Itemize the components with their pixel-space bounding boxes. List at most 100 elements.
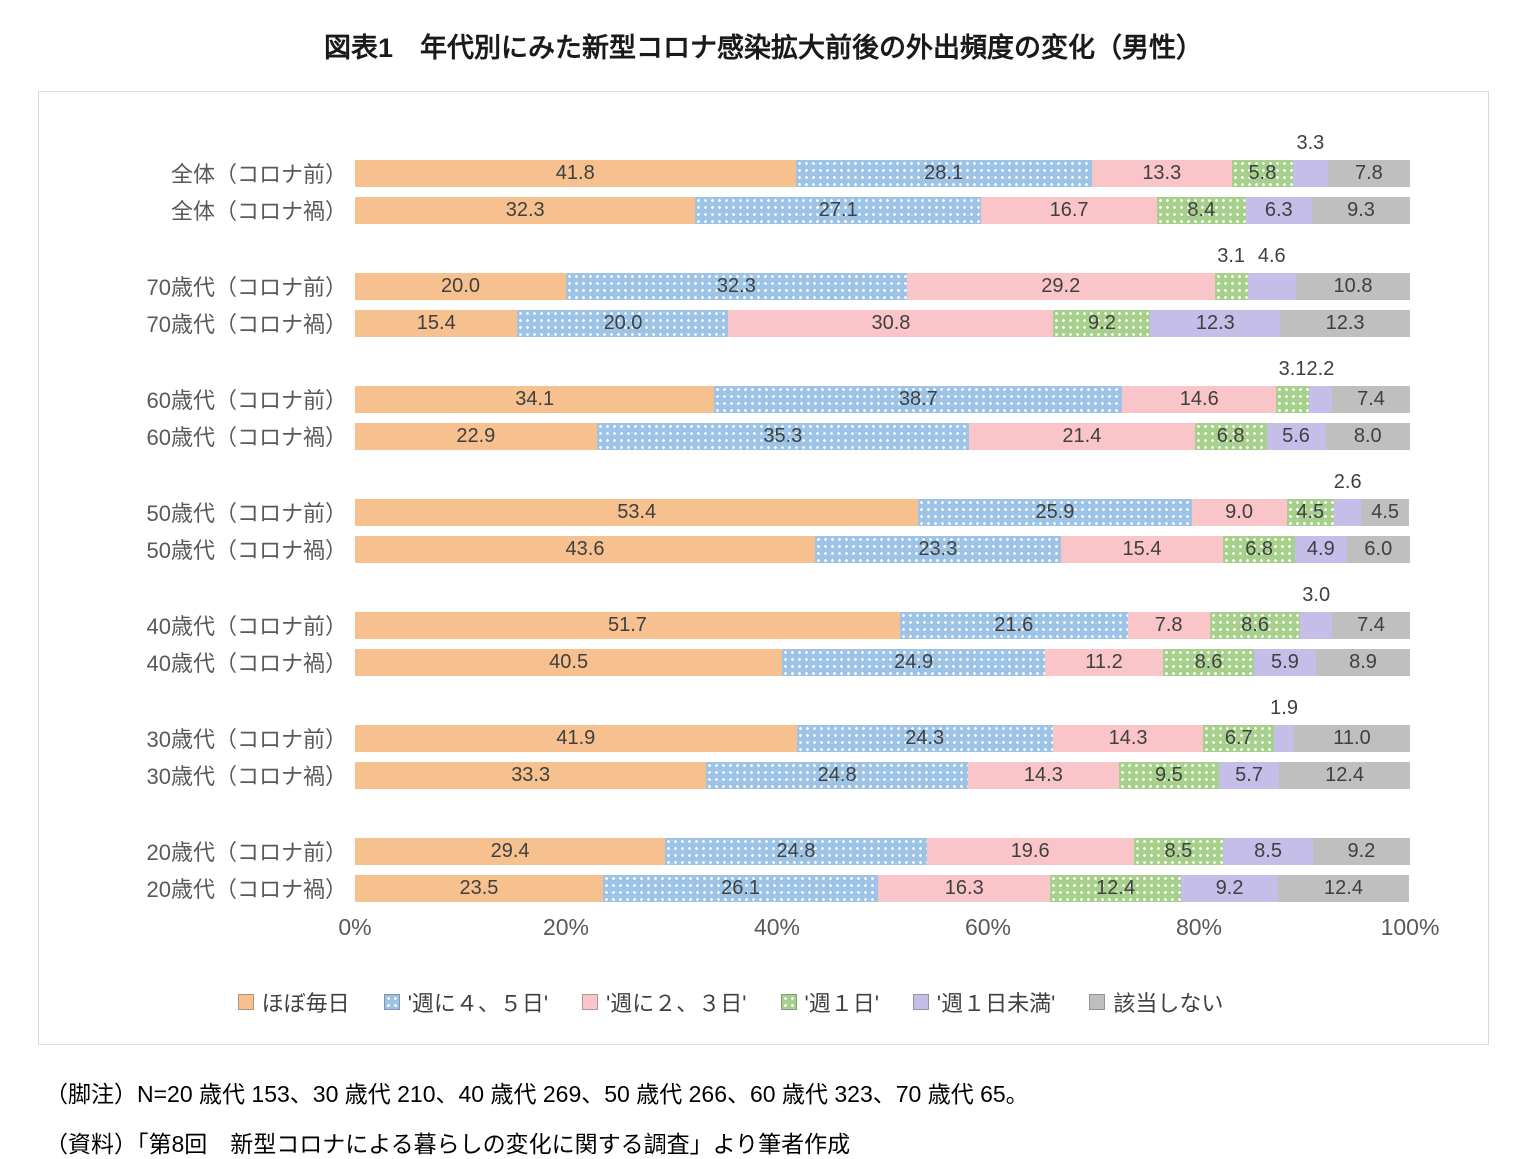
bar-segment: 29.4 [355, 837, 666, 865]
stacked-bar: 53.4 25.9 9.0 4.5 2.6 4.5 [355, 472, 1410, 526]
bar-row: 全体（コロナ前） 41.8 28.1 13.3 5.8 3.3 7.8 [51, 133, 1410, 189]
bar-group: 40歳代（コロナ前） 51.7 21.6 7.8 8.6 3.0 7.4 40歳代（コロナ禍）… [51, 585, 1410, 678]
bar-segment: 8.5 [1133, 837, 1224, 865]
segment-value-label: 3.1 [1217, 244, 1246, 267]
bar-segment: 8.6 [1209, 611, 1301, 639]
bar-segment: 8.9 [1316, 648, 1410, 676]
chart-box: 全体（コロナ前） 41.8 28.1 13.3 5.8 3.3 7.8 全体（コロナ禍） 32.… [38, 91, 1489, 1045]
bar-segment: 14.3 [967, 761, 1119, 789]
segment-value-label: 32.3 [505, 199, 545, 221]
segment-value-label: 20.0 [603, 312, 643, 334]
bar-segment: 9.2 [1053, 309, 1151, 337]
segment-value-label: 4.9 [1306, 538, 1335, 560]
bar-segment: 1.9 [1270, 698, 1298, 752]
segment-value-label: 40.5 [549, 651, 589, 673]
legend-label: ほぼ毎日 [261, 991, 350, 1016]
bar-segment: 12.3 [1280, 309, 1410, 337]
bar-row: 50歳代（コロナ禍） 43.6 23.3 15.4 6.8 4.9 6.0 [51, 533, 1410, 565]
segment-value-label: 29.2 [1041, 275, 1081, 297]
row-label: 20歳代（コロナ前） [146, 840, 347, 865]
bar-segment: 21.4 [969, 422, 1195, 450]
segment-value-label: 10.8 [1333, 275, 1373, 297]
bar-row: 40歳代（コロナ禍） 40.5 24.9 11.2 8.6 5.9 8.9 [51, 646, 1410, 678]
legend-label: '週１日' [804, 991, 879, 1016]
stacked-bar: 34.1 38.7 14.6 3.1 2.2 7.4 [355, 359, 1411, 413]
bar-segment: 21.6 [899, 611, 1128, 639]
segment-value-label: 27.1 [818, 199, 858, 221]
footnote-note: （脚注）N=20 歳代 153、30 歳代 210、40 歳代 269、50 歳… [45, 1081, 1029, 1107]
stacked-bar: 51.7 21.6 7.8 8.6 3.0 7.4 [355, 585, 1410, 639]
bar-segment: 30.8 [728, 309, 1054, 337]
bar-segment: 40.5 [355, 648, 783, 676]
row-label: 50歳代（コロナ前） [146, 501, 347, 526]
bar-segment: 33.3 [355, 761, 707, 789]
bar-segment: 12.4 [1050, 874, 1182, 902]
segment-value-label: 21.4 [1062, 425, 1102, 447]
axis-tick-label: 40% [753, 914, 801, 940]
plot-area: 全体（コロナ前） 41.8 28.1 13.3 5.8 3.3 7.8 全体（コロナ禍） 32.… [51, 133, 1411, 904]
bar-segment: 12.3 [1150, 309, 1281, 337]
segment-value-label: 6.8 [1216, 425, 1245, 447]
bar-segment: 32.3 [355, 196, 696, 224]
legend-swatch [780, 994, 797, 1010]
stacked-bar: 20.0 32.3 29.2 3.1 4.6 10.8 [355, 246, 1410, 300]
segment-value-label: 6.7 [1224, 727, 1253, 749]
axis-tick-label: 100% [1380, 914, 1440, 940]
axis-tick-label: 0% [338, 914, 372, 940]
segment-value-label: 4.5 [1296, 501, 1325, 523]
bar-row: 20歳代（コロナ禍） 23.5 26.1 16.3 12.4 9.2 12.4 [51, 872, 1410, 904]
segment-value-label: 8.0 [1353, 425, 1382, 447]
legend-label: '週１日未満' [936, 991, 1056, 1016]
bar-row: 60歳代（コロナ前） 34.1 38.7 14.6 3.1 2.2 7.4 [51, 359, 1411, 415]
segment-value-label: 12.4 [1325, 764, 1365, 786]
legend-item: ほぼ毎日 [237, 986, 350, 1018]
segment-value-label: 7.8 [1154, 614, 1183, 636]
segment-value-label: 3.0 [1302, 583, 1331, 606]
bar-segment: 41.9 [355, 724, 797, 752]
bar-segment: 26.1 [602, 874, 879, 902]
segment-value-label: 3.3 [1296, 131, 1325, 154]
bar-segment: 8.0 [1325, 422, 1410, 450]
segment-value-label: 24.8 [776, 840, 816, 862]
row-label: 全体（コロナ禍） [170, 199, 347, 224]
segment-value-label: 26.1 [721, 877, 761, 899]
legend-swatch [237, 994, 254, 1010]
segment-value-label: 3.1 [1278, 357, 1307, 380]
segment-value-label: 53.4 [617, 501, 657, 523]
bar-segment: 5.7 [1219, 761, 1280, 789]
segment-value-label: 8.9 [1349, 651, 1377, 673]
bar-segment: 24.8 [706, 761, 968, 789]
bar-segment: 5.8 [1231, 159, 1293, 187]
segment-value-label: 19.6 [1010, 840, 1050, 862]
bar-group: 60歳代（コロナ前） 34.1 38.7 14.6 3.1 2.2 7.4 60歳代（コロナ禍… [51, 359, 1411, 452]
bar-segment: 27.1 [695, 196, 982, 224]
bar-segment: 14.6 [1122, 385, 1277, 413]
legend-label: 該当しない [1113, 991, 1224, 1016]
bar-row: 全体（コロナ禍） 32.3 27.1 16.7 8.4 6.3 9.3 [51, 194, 1410, 226]
segment-value-label: 38.7 [898, 388, 938, 410]
bar-segment: 8.5 [1223, 837, 1313, 865]
segment-value-label: 32.3 [716, 275, 756, 297]
segment-value-label: 12.3 [1195, 312, 1235, 334]
bar-segment: 9.2 [1312, 837, 1410, 865]
legend-label: '週に２、３日' [606, 991, 747, 1016]
stacked-bar: 33.3 24.8 14.3 9.5 5.7 12.4 [355, 761, 1410, 789]
footnotes: （脚注）N=20 歳代 153、30 歳代 210、40 歳代 269、50 歳… [45, 1075, 1527, 1159]
row-label: 70歳代（コロナ禍） [146, 312, 347, 337]
segment-value-label: 33.3 [511, 764, 551, 786]
bar-segment: 29.2 [906, 272, 1215, 300]
legend: ほぼ毎日 '週に４、５日' '週に２、３日' '週１日' '週１日未満' 該当しない [51, 986, 1410, 1018]
segment-value-label: 9.5 [1155, 764, 1183, 786]
bar-segment: 3.1 [1276, 359, 1309, 413]
segment-value-label: 2.2 [1306, 357, 1335, 380]
segment-value-label: 6.3 [1264, 199, 1293, 221]
bar-segment: 9.2 [1181, 874, 1279, 902]
legend-swatch [383, 994, 400, 1010]
legend-swatch [582, 994, 599, 1010]
legend-item: '週１日' [780, 986, 879, 1018]
bar-segment: 5.9 [1253, 648, 1317, 676]
bar-segment: 3.1 [1214, 246, 1248, 300]
bar-segment: 12.4 [1279, 761, 1410, 789]
bar-segment: 10.8 [1296, 272, 1410, 300]
bar-group: 70歳代（コロナ前） 20.0 32.3 29.2 3.1 4.6 10.8 70歳代（コロナ… [51, 246, 1410, 339]
